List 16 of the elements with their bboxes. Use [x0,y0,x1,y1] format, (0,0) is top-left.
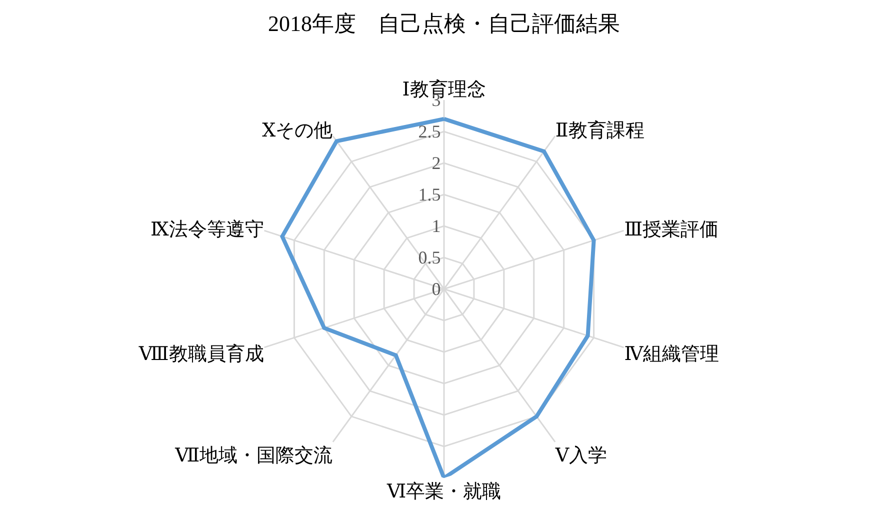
y-tick-label: 1.5 [418,184,441,204]
spoke-label: Ⅵ卒業・就職 [386,480,502,502]
y-tick-label: 2.5 [418,121,441,142]
spoke-label: Ⅳ組織管理 [624,344,720,365]
spoke-label: Ⅲ授業評価 [624,220,719,241]
spoke-label: Ⅱ教育課程 [555,120,644,142]
y-tick-label: 0 [432,278,441,299]
chart-title: 2018年度 自己点検・自己評価結果 [268,10,620,36]
y-tick-label: 2 [432,152,441,173]
spoke-label: Ⅸ法令等遵守 [150,218,264,241]
spoke-label: Ⅷ教職員育成 [138,342,264,365]
y-tick-label: 0.5 [418,247,441,268]
spoke-label: Ⅹその他 [262,120,333,142]
spoke-label: Ⅴ入学 [554,446,608,467]
spoke-label: Ⅶ地域・国際交流 [174,444,333,467]
y-tick-label: 1 [432,216,441,236]
